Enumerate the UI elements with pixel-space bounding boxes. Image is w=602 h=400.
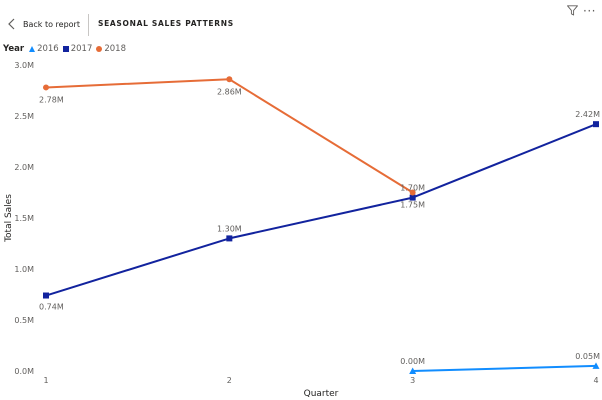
page-title: SEASONAL SALES PATTERNS bbox=[98, 19, 234, 28]
legend-item-2017[interactable]: 2017 bbox=[62, 44, 93, 54]
chart-legend: Year 2016 2017 2018 bbox=[3, 44, 130, 54]
y-tick-label: 1.0M bbox=[14, 265, 34, 274]
data-point-2016 bbox=[592, 362, 600, 369]
visual-header-icons: ··· bbox=[567, 1, 596, 20]
y-tick-label: 2.5M bbox=[14, 112, 34, 121]
visual-header: Back to report SEASONAL SALES PATTERNS ·… bbox=[0, 0, 602, 40]
data-label-2016: 0.05M bbox=[575, 352, 600, 361]
x-axis-title: Quarter bbox=[304, 389, 339, 399]
legend-item-2018[interactable]: 2018 bbox=[96, 44, 126, 54]
chevron-left-icon bbox=[8, 18, 15, 30]
series-line-2017 bbox=[45, 123, 597, 297]
y-tick-label: 3.0M bbox=[14, 61, 34, 70]
data-label-2018: 2.86M bbox=[217, 87, 242, 96]
circle-marker-icon bbox=[96, 46, 103, 52]
y-tick-label: 1.5M bbox=[14, 214, 34, 223]
data-label-2017: 0.74M bbox=[39, 303, 64, 312]
x-tick-label: 3 bbox=[410, 376, 415, 385]
more-options-icon[interactable]: ··· bbox=[583, 3, 596, 18]
header-divider bbox=[88, 14, 89, 36]
x-tick-label: 4 bbox=[593, 376, 598, 385]
data-point-2018 bbox=[226, 76, 233, 83]
data-point-2016 bbox=[409, 367, 417, 374]
y-tick-label: 2.0M bbox=[14, 163, 34, 172]
back-to-report-label: Back to report bbox=[23, 19, 80, 29]
data-point-2018 bbox=[43, 84, 49, 91]
y-axis-title: Total Sales bbox=[4, 194, 14, 243]
data-point-2018 bbox=[409, 189, 416, 196]
y-tick-label: 0.0M bbox=[14, 367, 34, 376]
triangle-marker-icon bbox=[29, 46, 36, 52]
legend-label-2018: 2018 bbox=[104, 44, 126, 54]
y-tick-label: 0.5M bbox=[14, 316, 34, 325]
legend-title: Year bbox=[3, 44, 25, 54]
legend-label-2017: 2017 bbox=[70, 44, 93, 54]
data-label-2017: 1.30M bbox=[217, 224, 242, 233]
data-point-2017 bbox=[43, 292, 49, 299]
filter-icon[interactable] bbox=[567, 1, 578, 20]
data-point-2017 bbox=[593, 121, 599, 128]
x-tick-label: 2 bbox=[227, 376, 232, 385]
data-label-2017: 2.42M bbox=[575, 110, 600, 119]
x-tick-label: 1 bbox=[43, 376, 48, 385]
data-point-2017 bbox=[409, 194, 416, 201]
data-label-2017: 1.70M bbox=[400, 184, 425, 193]
data-label-2018: 2.78M bbox=[39, 95, 64, 104]
data-label-2018: 1.75M bbox=[400, 201, 425, 210]
back-to-report-button[interactable]: Back to report bbox=[8, 15, 80, 33]
data-point-2017 bbox=[226, 235, 233, 242]
legend-label-2016: 2016 bbox=[37, 44, 59, 54]
data-label-2016: 0.00M bbox=[400, 357, 425, 366]
series-line-2016 bbox=[412, 364, 597, 372]
legend-item-2016[interactable]: 2016 bbox=[29, 44, 59, 54]
square-marker-icon bbox=[62, 46, 69, 52]
